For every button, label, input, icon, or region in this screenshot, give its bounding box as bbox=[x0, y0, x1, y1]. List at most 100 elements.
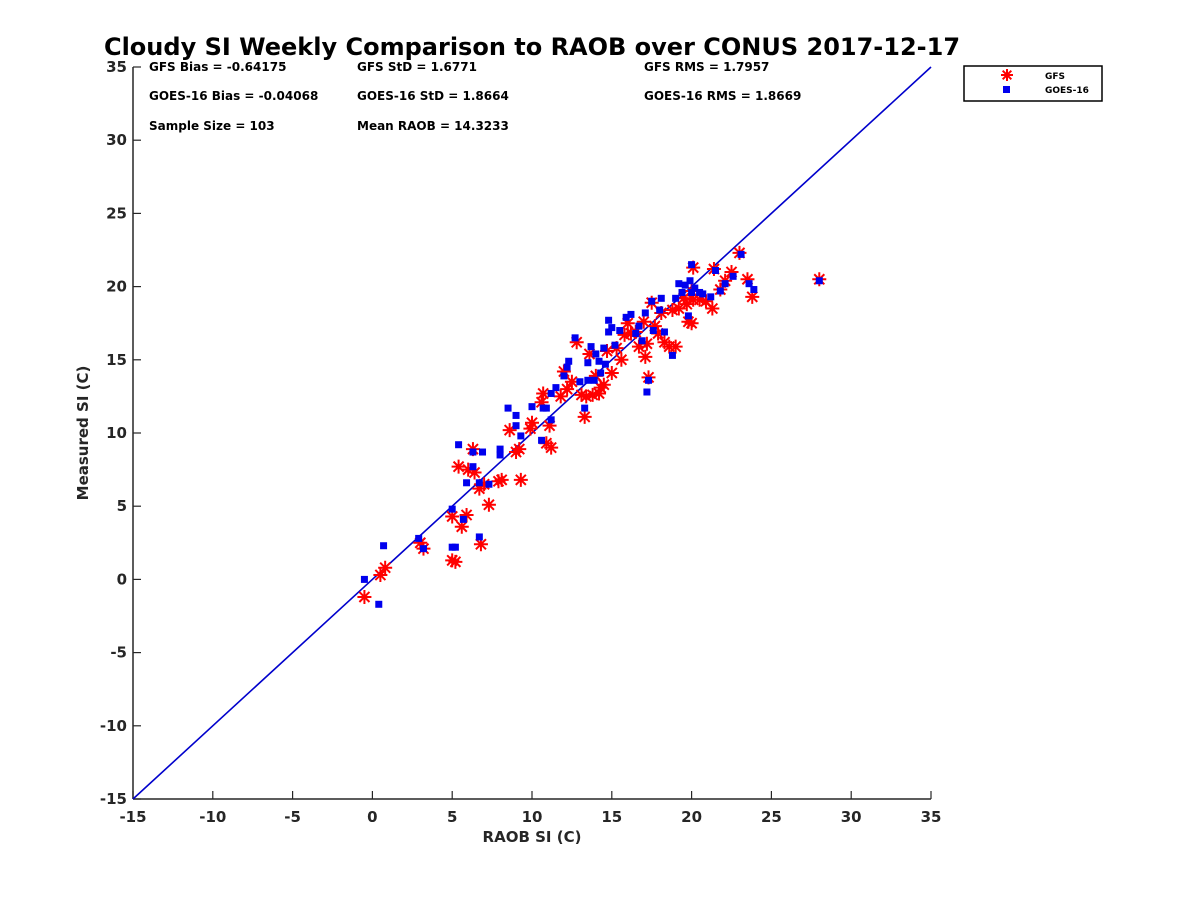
y-tick-label: -5 bbox=[110, 644, 127, 662]
asterisk-glyph bbox=[614, 352, 629, 367]
goes16-point bbox=[622, 313, 630, 321]
goes16-point bbox=[605, 316, 613, 324]
asterisk-glyph bbox=[445, 553, 460, 568]
gfs-point bbox=[523, 421, 538, 436]
goes16-point bbox=[635, 322, 643, 330]
goes16-point bbox=[576, 378, 584, 386]
goes16-point bbox=[463, 479, 471, 487]
legend-box bbox=[963, 65, 1103, 102]
gfs-point bbox=[534, 395, 549, 410]
stat-gfs-std: GFS StD = 1.6771 bbox=[357, 60, 477, 74]
goes16-point bbox=[584, 359, 592, 367]
asterisk-glyph bbox=[553, 389, 568, 404]
gfs-point bbox=[636, 314, 651, 329]
gfs-point bbox=[596, 377, 611, 392]
asterisk-glyph bbox=[651, 326, 666, 341]
goes16-point bbox=[496, 451, 504, 459]
goes16-point bbox=[699, 290, 707, 298]
goes16-point bbox=[707, 293, 715, 301]
gfs-point bbox=[477, 477, 492, 492]
gfs-point bbox=[671, 301, 686, 316]
gfs-point bbox=[617, 327, 632, 342]
asterisk-glyph bbox=[494, 472, 509, 487]
gfs-point bbox=[724, 264, 739, 279]
gfs-point bbox=[647, 319, 662, 334]
asterisk-glyph bbox=[577, 409, 592, 424]
gfs-point bbox=[473, 537, 488, 552]
gfs-point bbox=[553, 389, 568, 404]
asterisk-glyph bbox=[513, 472, 528, 487]
plot-area: -15 -10 -5 0 5 10 15 20 25 30 35 35 30 25 20 15 10 5 0 -5 -1… bbox=[100, 58, 942, 826]
goes16-point bbox=[632, 329, 640, 337]
goes16-point bbox=[479, 448, 487, 456]
gfs-point bbox=[512, 442, 527, 457]
gfs-point bbox=[560, 382, 575, 397]
asterisk-glyph bbox=[623, 326, 638, 341]
goes16-point bbox=[590, 376, 598, 384]
asterisk-glyph bbox=[502, 423, 517, 438]
gfs-point bbox=[684, 316, 699, 331]
goes16-point bbox=[597, 369, 605, 377]
goes16-point bbox=[672, 294, 680, 302]
gfs-point bbox=[692, 292, 707, 307]
y-tick-label: 25 bbox=[106, 204, 127, 222]
gfs-point bbox=[588, 368, 603, 383]
goes16-point bbox=[675, 280, 683, 288]
gfs-point bbox=[461, 462, 476, 477]
stat-gfs-rms: GFS RMS = 1.7957 bbox=[644, 60, 769, 74]
goes16-point bbox=[729, 272, 737, 280]
y-axis-label: Measured SI (C) bbox=[74, 366, 92, 501]
y-tick-label: 15 bbox=[106, 351, 127, 369]
goes16-point bbox=[712, 266, 720, 274]
gfs-point bbox=[445, 553, 460, 568]
y-tick-label: 5 bbox=[117, 497, 127, 515]
goes16-point bbox=[552, 384, 560, 392]
asterisk-glyph bbox=[556, 364, 571, 379]
asterisk-glyph bbox=[491, 474, 506, 489]
legend-gfs-label: GFS bbox=[1045, 72, 1065, 82]
y-tick-label: -10 bbox=[100, 717, 127, 735]
gfs-point bbox=[413, 535, 428, 550]
goes16-point bbox=[592, 350, 600, 358]
asterisk-glyph bbox=[676, 291, 691, 306]
goes16-point bbox=[448, 505, 456, 513]
gfs-point bbox=[676, 291, 691, 306]
asterisk-glyph bbox=[620, 316, 635, 331]
gfs-point bbox=[614, 352, 629, 367]
asterisk-glyph bbox=[481, 497, 496, 512]
asterisk-glyph bbox=[579, 389, 594, 404]
goes16-point bbox=[375, 600, 383, 608]
asterisk-glyph bbox=[373, 568, 388, 583]
gfs-point bbox=[651, 326, 666, 341]
gfs-point bbox=[577, 409, 592, 424]
asterisk-glyph bbox=[473, 537, 488, 552]
asterisk-glyph bbox=[592, 386, 607, 401]
goes16-point bbox=[504, 404, 512, 412]
gfs-point bbox=[574, 387, 589, 402]
goes16-point bbox=[360, 575, 368, 583]
gfs-point bbox=[681, 314, 696, 329]
goes16-point bbox=[380, 542, 388, 550]
asterisk-glyph bbox=[512, 442, 527, 457]
goes16-point bbox=[668, 351, 676, 359]
y-tick-label: 35 bbox=[106, 58, 127, 76]
gfs-point bbox=[705, 301, 720, 316]
gfs-point bbox=[481, 497, 496, 512]
goes16-point bbox=[627, 310, 635, 318]
gfs-point bbox=[491, 474, 506, 489]
asterisk-glyph bbox=[564, 374, 579, 389]
asterisk-glyph bbox=[448, 554, 463, 569]
goes16-point bbox=[560, 372, 568, 380]
asterisk-glyph bbox=[588, 368, 603, 383]
goes16-point bbox=[455, 441, 463, 449]
gfs-point bbox=[556, 364, 571, 379]
gfs-point bbox=[582, 346, 597, 361]
gfs-point bbox=[579, 389, 594, 404]
gfs-point bbox=[357, 589, 372, 604]
goes16-point bbox=[538, 436, 546, 444]
goes16-point bbox=[649, 327, 657, 335]
x-tick-label: 35 bbox=[921, 808, 942, 826]
gfs-point bbox=[585, 387, 600, 402]
legend-goes16-label: GOES-16 bbox=[1045, 86, 1089, 96]
